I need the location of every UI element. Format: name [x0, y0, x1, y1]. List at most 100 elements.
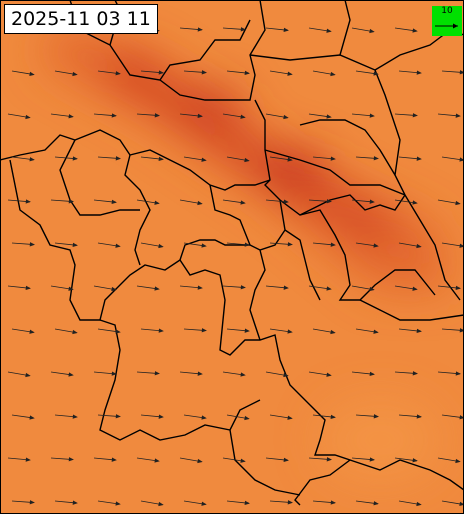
wind-arrow-head — [154, 458, 160, 463]
wind-arrow-head — [115, 329, 121, 334]
wind-arrow-head — [68, 114, 74, 119]
wind-arrow-head — [29, 242, 35, 247]
wind-arrow-head — [326, 114, 332, 119]
wind-arrow-head — [326, 372, 332, 377]
wind-arrow-head — [283, 27, 289, 33]
wind-arrow-head — [373, 329, 379, 334]
wind-arrow-head — [369, 371, 375, 377]
wind-arrow-head — [412, 286, 418, 291]
wind-arrow-head — [154, 113, 160, 118]
wind-arrow-head — [240, 27, 246, 32]
wind-arrow-head — [373, 243, 379, 248]
wind-arrow-head — [416, 328, 422, 334]
wind-arrow-head — [287, 242, 293, 247]
wind-arrow-head — [455, 200, 461, 206]
wind-arrow-head — [25, 199, 31, 204]
wind-arrow-head — [25, 372, 31, 378]
wind-arrow-head — [29, 157, 35, 162]
wind-arrow-head — [416, 243, 422, 249]
wind-arrow-head — [111, 371, 117, 376]
legend: 10 — [432, 6, 462, 36]
wind-arrow-head — [197, 200, 203, 206]
wind-arrow-head — [459, 243, 464, 248]
wind-arrow-head — [240, 285, 246, 290]
wind-arrow-head — [455, 371, 461, 376]
wind-arrow-head — [244, 157, 250, 163]
wind-arrow-head — [283, 285, 289, 290]
wind-arrow-head — [326, 199, 332, 204]
wind-arrow-head — [240, 200, 246, 205]
wind-arrow-head — [25, 285, 31, 291]
wind-arrow-head — [197, 285, 203, 290]
wind-arrow-head — [68, 199, 74, 204]
wind-arrow-head — [412, 28, 418, 33]
wind-arrow-head — [244, 500, 250, 506]
wind-arrow-head — [416, 501, 422, 507]
wind-arrow-head — [373, 71, 379, 76]
wind-arrow-head — [158, 414, 164, 419]
wind-arrow-head — [287, 71, 293, 76]
wind-arrow-head — [154, 200, 160, 205]
wind-arrow-head — [283, 199, 289, 204]
wind-arrow-head — [244, 70, 250, 76]
wind-arrow-head — [72, 156, 78, 161]
wind-arrow-head — [240, 458, 246, 463]
wind-arrow-head — [455, 458, 461, 464]
wind-arrow-head — [287, 157, 293, 162]
wind-arrow-head — [115, 414, 121, 419]
wind-arrow-head — [115, 501, 121, 506]
legend-arrow — [435, 23, 458, 29]
wind-arrow-head — [244, 415, 250, 421]
wind-arrow-head — [459, 415, 464, 420]
wind-arrow-head — [158, 156, 164, 162]
wind-arrow-head — [72, 414, 78, 419]
wind-arrow-head — [111, 286, 117, 292]
wind-arrow-head — [287, 415, 293, 420]
wind-arrow-head — [459, 157, 464, 162]
wind-arrow-head — [158, 501, 164, 507]
wind-arrow-head — [29, 329, 35, 334]
wind-arrow-head — [330, 156, 336, 161]
wind-arrow-head — [240, 114, 246, 119]
wind-arrow-head — [455, 113, 461, 118]
wind-arrow-head — [111, 113, 117, 118]
wind-arrow-head — [68, 286, 74, 291]
wind-arrow-head — [326, 28, 332, 33]
wind-arrow-head — [416, 414, 422, 419]
wind-arrow-head — [154, 371, 160, 376]
wind-arrow-head — [369, 113, 375, 118]
wind-arrow-head — [158, 70, 164, 75]
wind-arrow-head — [244, 328, 250, 333]
wind-arrow-head — [416, 156, 422, 161]
wind-arrow-head — [283, 114, 289, 120]
wind-arrow-head — [330, 242, 336, 247]
wind-arrow-head — [283, 457, 289, 463]
wind-arrow-head — [115, 71, 121, 76]
wind-arrow-head — [326, 286, 332, 291]
wind-arrow-head — [29, 500, 35, 505]
wind-arrow-head — [412, 113, 418, 118]
wind-arrow-head — [240, 372, 246, 377]
wind-arrow-head — [201, 157, 207, 162]
wind-arrow-head — [330, 414, 336, 420]
wind-arrow-head — [29, 415, 35, 420]
wind-arrow-head — [283, 372, 289, 378]
wind-arrow-head — [330, 329, 336, 335]
wind-arrow-head — [412, 200, 418, 205]
wind-arrow-head — [197, 371, 203, 376]
wind-arrow-head — [201, 243, 207, 248]
wind-arrow-head — [72, 500, 78, 505]
wind-arrow-head — [111, 199, 117, 205]
wind-arrow-head — [455, 285, 461, 291]
wind-arrow-head — [287, 500, 293, 505]
wind-arrow-head — [68, 372, 74, 377]
wind-arrow-head — [115, 243, 121, 248]
wind-arrow-head — [369, 286, 375, 292]
wind-arrow-head — [197, 458, 203, 464]
wind-arrow-head — [201, 501, 207, 506]
legend-label: 10 — [441, 6, 453, 16]
wind-arrow-head — [72, 329, 78, 335]
wind-arrow-head — [197, 27, 203, 32]
wind-arrow-head — [25, 114, 31, 120]
wind-arrow-head — [459, 501, 464, 507]
